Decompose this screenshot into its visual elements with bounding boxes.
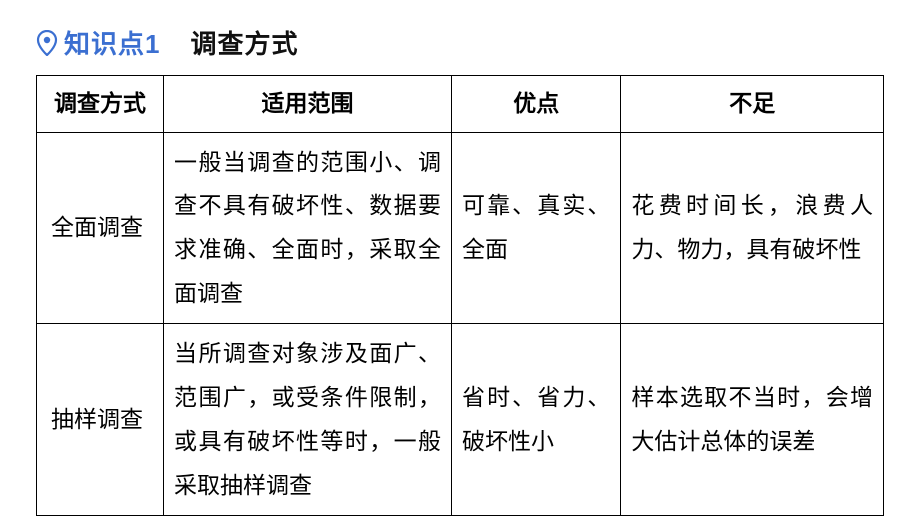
section-heading: 知识点1 调查方式 [36, 24, 884, 61]
page-container: 知识点1 调查方式 调查方式 适用范围 优点 不足 全面调查 一般当调查的范围小… [0, 0, 920, 516]
cell-method: 全面调查 [37, 132, 164, 324]
cell-pros: 可靠、真实、全面 [452, 132, 621, 324]
col-header-pros: 优点 [452, 76, 621, 133]
cell-cons: 花费时间长，浪费人力、物力，具有破坏性 [621, 132, 884, 324]
table-header-row: 调查方式 适用范围 优点 不足 [37, 76, 884, 133]
col-header-cons: 不足 [621, 76, 884, 133]
knowledge-point-title: 调查方式 [190, 24, 298, 61]
col-header-scope: 适用范围 [164, 76, 452, 133]
knowledge-point-label: 知识点1 [64, 24, 160, 61]
cell-scope: 一般当调查的范围小、调查不具有破坏性、数据要求准确、全面时，采取全面调查 [164, 132, 452, 324]
cell-pros: 省时、省力、破坏性小 [452, 324, 621, 516]
table-row: 抽样调查 当所调查对象涉及面广、范围广，或受条件限制，或具有破坏性等时，一般采取… [37, 324, 884, 516]
location-pin-icon [36, 30, 58, 56]
cell-cons: 样本选取不当时，会增大估计总体的误差 [621, 324, 884, 516]
cell-method: 抽样调查 [37, 324, 164, 516]
cell-scope: 当所调查对象涉及面广、范围广，或受条件限制，或具有破坏性等时，一般采取抽样调查 [164, 324, 452, 516]
col-header-method: 调查方式 [37, 76, 164, 133]
survey-methods-table: 调查方式 适用范围 优点 不足 全面调查 一般当调查的范围小、调查不具有破坏性、… [36, 75, 884, 516]
table-row: 全面调查 一般当调查的范围小、调查不具有破坏性、数据要求准确、全面时，采取全面调… [37, 132, 884, 324]
